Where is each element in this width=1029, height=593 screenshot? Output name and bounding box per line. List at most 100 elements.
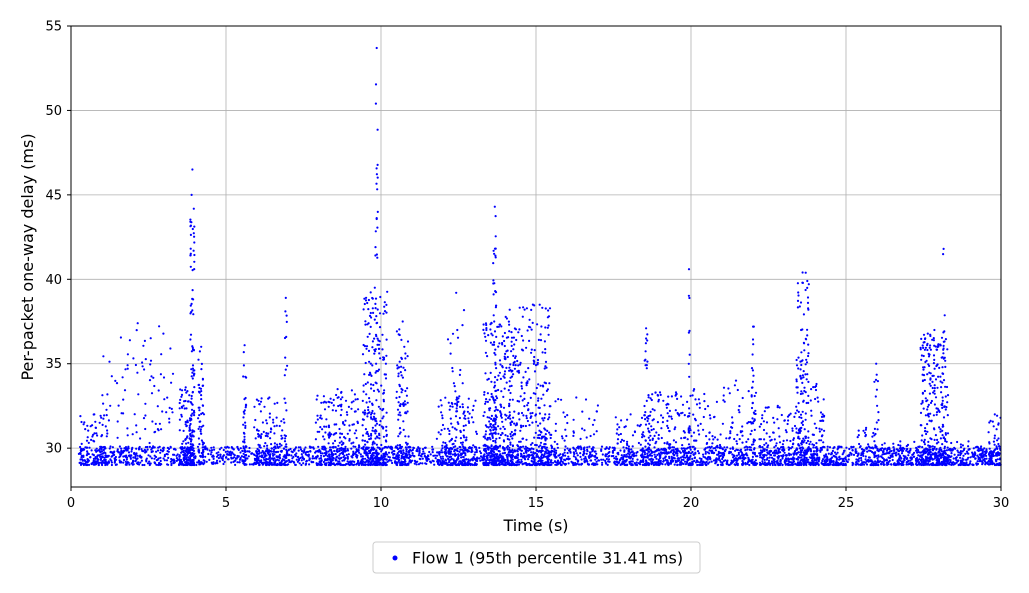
data-point bbox=[338, 436, 342, 439]
data-point bbox=[178, 429, 181, 432]
data-point bbox=[420, 455, 423, 458]
data-point bbox=[726, 446, 729, 449]
data-point bbox=[335, 456, 338, 459]
data-point bbox=[371, 364, 374, 367]
data-point bbox=[619, 449, 622, 452]
data-point bbox=[331, 409, 334, 412]
data-point bbox=[383, 389, 386, 392]
data-point bbox=[490, 426, 493, 429]
data-point bbox=[387, 445, 390, 448]
data-point bbox=[347, 453, 350, 456]
data-point bbox=[404, 352, 407, 355]
data-point bbox=[376, 256, 379, 259]
data-point bbox=[150, 392, 154, 395]
data-point bbox=[400, 357, 403, 360]
data-point bbox=[511, 448, 514, 451]
data-point bbox=[383, 305, 386, 308]
data-point bbox=[299, 448, 303, 451]
data-point bbox=[483, 332, 486, 335]
data-point bbox=[169, 446, 172, 449]
data-point bbox=[488, 461, 491, 464]
data-point bbox=[192, 369, 195, 372]
data-point bbox=[189, 429, 192, 432]
data-point bbox=[170, 381, 173, 384]
data-point bbox=[197, 427, 200, 430]
data-point bbox=[191, 345, 194, 348]
data-point bbox=[189, 440, 193, 443]
data-point bbox=[384, 461, 387, 464]
data-point bbox=[432, 454, 435, 457]
data-point bbox=[341, 447, 344, 450]
data-point bbox=[357, 446, 360, 449]
data-point bbox=[353, 393, 356, 396]
data-point bbox=[459, 437, 462, 440]
data-point bbox=[580, 448, 583, 451]
data-point bbox=[795, 453, 798, 456]
data-point bbox=[541, 384, 545, 387]
data-point bbox=[321, 452, 324, 455]
data-point bbox=[811, 457, 814, 460]
data-point bbox=[933, 445, 936, 449]
data-point bbox=[309, 450, 312, 453]
data-point bbox=[362, 446, 365, 449]
data-point bbox=[991, 453, 995, 456]
data-point bbox=[447, 401, 450, 404]
data-point bbox=[535, 449, 538, 452]
data-point bbox=[305, 462, 308, 465]
data-point bbox=[180, 463, 183, 466]
data-point bbox=[82, 423, 85, 426]
data-point bbox=[475, 449, 478, 452]
data-point bbox=[159, 373, 162, 376]
data-point bbox=[881, 460, 884, 463]
data-point bbox=[491, 395, 494, 398]
data-point bbox=[444, 458, 447, 461]
data-point bbox=[368, 371, 372, 374]
data-point bbox=[339, 432, 342, 435]
data-point bbox=[412, 446, 415, 450]
data-point bbox=[167, 456, 170, 459]
data-point bbox=[535, 420, 538, 423]
data-point bbox=[375, 370, 378, 373]
data-point bbox=[400, 456, 403, 460]
data-point bbox=[148, 460, 151, 463]
data-point bbox=[180, 460, 183, 463]
data-point bbox=[191, 309, 194, 312]
data-point bbox=[779, 446, 783, 449]
data-point bbox=[198, 443, 201, 446]
data-point bbox=[191, 412, 194, 415]
data-point bbox=[102, 402, 105, 405]
data-point bbox=[761, 460, 764, 463]
data-point bbox=[768, 456, 771, 459]
data-point bbox=[498, 436, 501, 440]
data-point bbox=[372, 383, 375, 387]
data-point bbox=[169, 347, 172, 350]
data-point bbox=[198, 414, 201, 417]
data-point bbox=[327, 461, 330, 464]
data-point bbox=[508, 398, 512, 401]
data-point bbox=[485, 452, 488, 455]
data-point bbox=[528, 424, 531, 427]
data-point bbox=[325, 451, 328, 454]
data-point bbox=[539, 441, 543, 444]
data-point bbox=[543, 427, 546, 430]
data-point bbox=[98, 421, 101, 424]
data-point bbox=[391, 461, 394, 465]
data-point bbox=[283, 374, 286, 377]
data-point bbox=[371, 346, 374, 349]
data-point bbox=[134, 460, 137, 463]
data-point bbox=[519, 424, 523, 427]
data-point bbox=[364, 457, 367, 460]
data-point bbox=[277, 446, 280, 449]
data-point bbox=[385, 411, 388, 414]
data-point bbox=[328, 458, 331, 461]
data-point bbox=[277, 455, 280, 458]
data-point bbox=[286, 364, 289, 367]
data-point bbox=[378, 352, 381, 355]
data-point bbox=[508, 323, 511, 326]
data-point bbox=[502, 440, 506, 443]
data-point bbox=[462, 445, 465, 448]
data-point bbox=[851, 449, 854, 452]
data-point bbox=[189, 333, 193, 336]
data-point bbox=[116, 420, 119, 423]
data-point bbox=[293, 449, 296, 452]
